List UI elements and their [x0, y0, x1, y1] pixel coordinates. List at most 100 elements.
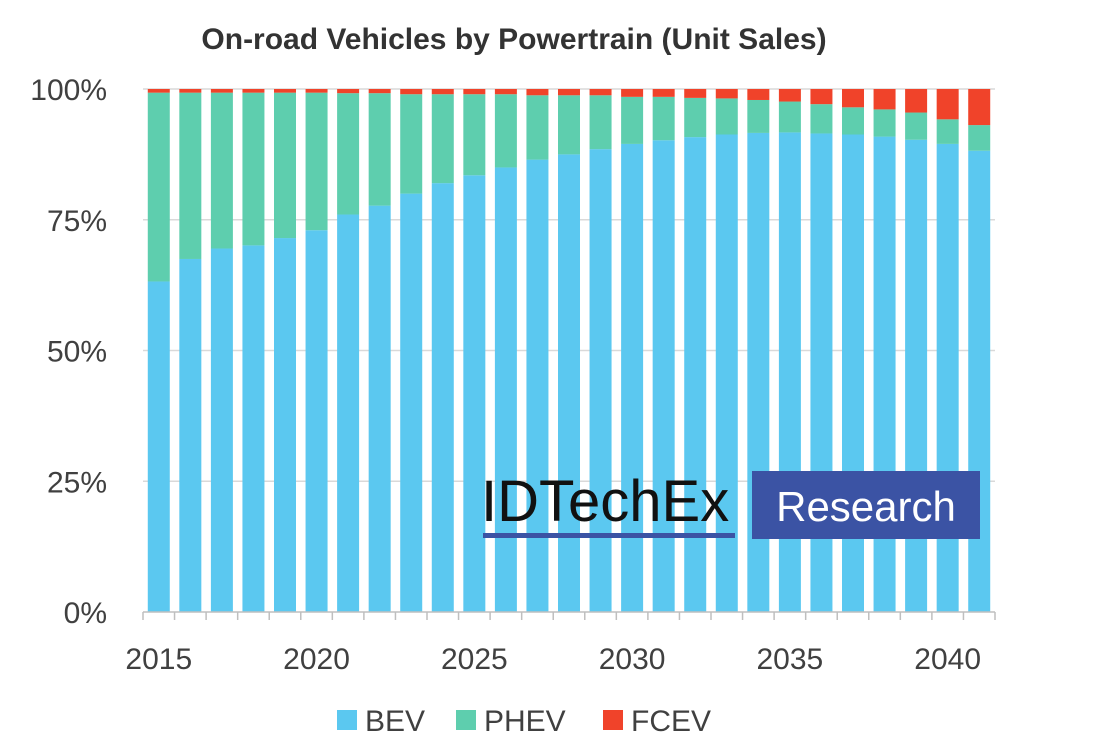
y-tick-label: 75% — [47, 205, 107, 238]
bar-fcev-2019 — [274, 89, 296, 93]
legend-label-bev: BEV — [365, 705, 425, 738]
bar-bev-2030 — [621, 143, 644, 612]
logo-research-text: Research — [776, 483, 956, 530]
bar-fcev-2039 — [905, 89, 928, 113]
bar-phev-2039 — [905, 112, 928, 140]
legend-label-fcev: FCEV — [631, 705, 711, 738]
bar-bev-2020 — [305, 230, 328, 612]
bar-fcev-2036 — [810, 89, 833, 105]
bar-fcev-2025 — [463, 89, 486, 95]
bar-phev-2036 — [810, 104, 833, 134]
bar-fcev-2015 — [147, 89, 170, 93]
bar-phev-2022 — [368, 93, 391, 206]
bar-phev-2037 — [842, 107, 864, 135]
logo-research-box — [752, 471, 980, 539]
bar-bev-2027 — [526, 159, 549, 613]
bar-phev-2029 — [589, 95, 612, 150]
bar-fcev-2024 — [431, 89, 454, 95]
bar-phev-2035 — [778, 101, 801, 133]
x-tick-label: 2030 — [599, 643, 666, 676]
bar-bev-2037 — [842, 134, 864, 612]
bar-fcev-2040 — [936, 89, 959, 120]
bar-phev-2041 — [968, 125, 991, 151]
bar-fcev-2026 — [494, 89, 517, 95]
bar-fcev-2033 — [715, 89, 738, 99]
legend-swatch-bev — [337, 710, 357, 730]
bar-bev-2038 — [873, 136, 896, 612]
bar-phev-2017 — [210, 92, 233, 249]
bar-bev-2029 — [589, 149, 612, 612]
bar-fcev-2029 — [589, 89, 612, 96]
bar-bev-2023 — [400, 193, 423, 612]
bar-phev-2028 — [558, 95, 580, 155]
y-tick-label: 0% — [64, 597, 107, 630]
bar-bev-2035 — [778, 132, 801, 612]
bar-bev-2015 — [147, 281, 170, 612]
bar-bev-2031 — [652, 140, 675, 612]
bar-phev-2031 — [652, 96, 675, 141]
idtechex-logo: IDTechEx Research — [481, 469, 980, 539]
bar-bev-2017 — [210, 248, 233, 612]
bar-fcev-2016 — [179, 89, 202, 93]
bar-fcev-2035 — [778, 89, 801, 102]
bar-phev-2024 — [431, 94, 454, 184]
bar-phev-2018 — [242, 92, 265, 246]
bar-phev-2019 — [274, 92, 296, 239]
logo-brand-text: IDTechEx — [481, 469, 729, 534]
bar-phev-2040 — [936, 119, 959, 144]
bar-fcev-2041 — [968, 89, 991, 126]
bar-fcev-2038 — [873, 89, 896, 110]
bar-phev-2020 — [305, 92, 328, 231]
bar-bev-2022 — [368, 205, 391, 612]
bar-phev-2030 — [621, 96, 644, 144]
x-tick-label: 2035 — [757, 643, 824, 676]
bar-fcev-2032 — [684, 89, 707, 98]
bar-bev-2026 — [494, 167, 517, 612]
bar-phev-2025 — [463, 94, 486, 176]
y-tick-label: 25% — [47, 466, 107, 499]
bar-fcev-2020 — [305, 89, 328, 93]
bar-phev-2021 — [337, 93, 360, 215]
legend-swatch-fcev — [603, 710, 623, 730]
bar-fcev-2037 — [842, 89, 864, 108]
logo-underline — [483, 533, 735, 538]
bar-phev-2026 — [494, 94, 517, 168]
bar-bev-2019 — [274, 238, 296, 612]
bar-phev-2016 — [179, 92, 202, 259]
axes: 0% 25% 50% 75% 100% 2015 2020 2025 2030 2035 2040 — [30, 74, 996, 676]
bar-bev-2018 — [242, 245, 265, 612]
bar-bev-2021 — [337, 214, 360, 612]
x-tick-label: 2025 — [441, 643, 508, 676]
legend-swatch-phev — [456, 710, 476, 730]
bar-bev-2025 — [463, 175, 486, 613]
chart-title: On-road Vehicles by Powertrain (Unit Sal… — [201, 23, 826, 56]
bar-fcev-2031 — [652, 89, 675, 97]
bar-phev-2038 — [873, 109, 896, 137]
bar-bev-2036 — [810, 133, 833, 612]
bar-fcev-2027 — [526, 89, 549, 96]
bar-bev-2032 — [684, 137, 707, 612]
legend: BEV PHEV FCEV — [337, 705, 711, 738]
bar-fcev-2021 — [337, 89, 360, 94]
bar-fcev-2028 — [558, 89, 580, 96]
bar-bev-2040 — [936, 143, 959, 612]
bar-phev-2027 — [526, 95, 549, 160]
bar-phev-2034 — [747, 99, 770, 133]
y-tick-label: 50% — [47, 336, 107, 369]
bar-bev-2024 — [431, 183, 454, 612]
bar-bev-2034 — [747, 132, 770, 612]
bar-phev-2033 — [715, 98, 738, 135]
bar-fcev-2030 — [621, 89, 644, 97]
bar-bev-2028 — [558, 154, 580, 613]
bar-phev-2032 — [684, 97, 707, 138]
bar-bev-2033 — [715, 134, 738, 612]
bar-fcev-2017 — [210, 89, 233, 93]
bar-phev-2015 — [147, 92, 170, 282]
bar-fcev-2018 — [242, 89, 265, 93]
x-tick-label: 2020 — [283, 643, 350, 676]
bar-phev-2023 — [400, 94, 423, 194]
bar-fcev-2034 — [747, 89, 770, 100]
legend-label-phev: PHEV — [484, 705, 566, 738]
x-tick-label: 2015 — [125, 643, 192, 676]
